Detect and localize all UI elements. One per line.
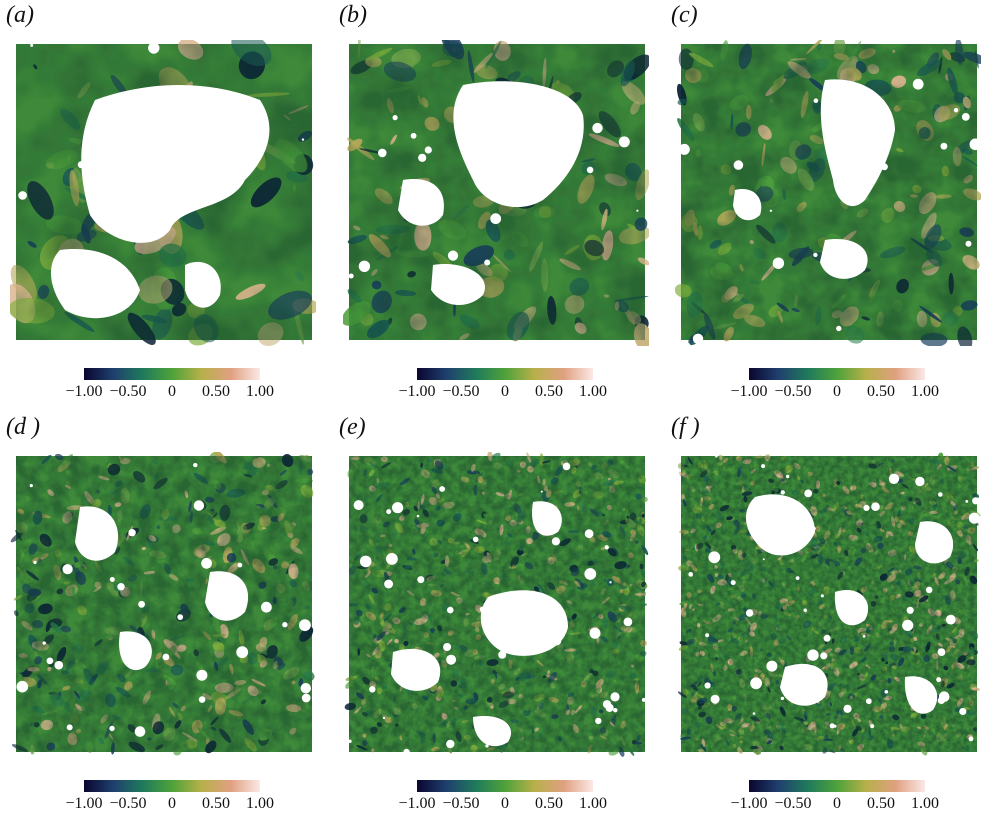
panel-label: (d ) [6,414,40,440]
isosurface-image [343,40,649,346]
colorbar-ticks: −1.00 −0.50 0 0.50 1.00 [398,795,607,813]
colorbar-tick-label: 1.00 [911,383,939,400]
colorbar-tick-label: 0 [168,383,176,400]
panel-label: (f ) [671,414,700,440]
isosurface-image [675,40,981,346]
panel-label: (e) [339,414,366,440]
colorbar-tick-label: 0 [833,795,841,812]
isosurface-image [10,452,315,756]
colorbar-tick-label: −1.00 [398,795,436,812]
colorbar-tick-label: −1.00 [65,795,103,812]
colorbar-tick-label: 1.00 [579,383,607,400]
isosurface-image [677,452,981,756]
colorbar [749,780,925,792]
colorbar-tick-label: 0 [168,795,176,812]
colorbar-tick-label: 1.00 [246,383,274,400]
colorbar-tick-label: 0 [501,383,509,400]
colorbar-tick-label: −0.50 [774,795,812,812]
panel-label: (a) [6,2,34,28]
colorbar-tick-label: −0.50 [442,383,480,400]
colorbar-tick-label: −0.50 [109,795,147,812]
panel-e: (e) −1.00 −0.50 0 0.50 1.00 [333,412,663,812]
colorbar-tick-label: 0 [501,795,509,812]
colorbar-tick-label: −0.50 [774,383,812,400]
colorbar-tick-label: 0.50 [535,383,563,400]
isosurface-image [10,40,316,346]
colorbar-tick-label: 0.50 [202,795,230,812]
colorbar-tick-label: 1.00 [911,795,939,812]
colorbar-tick-label: −0.50 [109,383,147,400]
colorbar-ticks: −1.00 −0.50 0 0.50 1.00 [65,795,274,813]
colorbar [84,368,260,380]
colorbar-ticks: −1.00 −0.50 0 0.50 1.00 [730,383,939,401]
colorbar-tick-label: −0.50 [442,795,480,812]
colorbar-tick-label: −1.00 [730,795,768,812]
colorbar-tick-label: 0.50 [202,383,230,400]
panel-f: (f ) −1.00 −0.50 0 0.50 1.00 [665,412,983,812]
colorbar-tick-label: 0 [833,383,841,400]
colorbar [417,780,593,792]
panel-b: (b) −1.00 −0.50 0 0.50 1.00 [333,0,663,400]
panel-c: (c) −1.00 −0.50 0 0.50 1.00 [665,0,983,400]
panel-d: (d ) −1.00 −0.50 0 0.50 1.00 [0,412,330,812]
colorbar-ticks: −1.00 −0.50 0 0.50 1.00 [730,795,939,813]
colorbar [84,780,260,792]
panel-a: (a) −1.00 −0.50 0 0.50 1.00 [0,0,330,400]
panel-label: (b) [339,2,367,28]
colorbar-tick-label: −1.00 [730,383,768,400]
colorbar-tick-label: −1.00 [65,383,103,400]
colorbar-tick-label: 1.00 [246,795,274,812]
colorbar-tick-label: −1.00 [398,383,436,400]
colorbar-ticks: −1.00 −0.50 0 0.50 1.00 [65,383,274,401]
colorbar [749,368,925,380]
colorbar-tick-label: 0.50 [535,795,563,812]
colorbar [417,368,593,380]
colorbar-ticks: −1.00 −0.50 0 0.50 1.00 [398,383,607,401]
colorbar-tick-label: 0.50 [867,383,895,400]
colorbar-tick-label: 0.50 [867,795,895,812]
panel-label: (c) [671,2,698,28]
colorbar-tick-label: 1.00 [579,795,607,812]
isosurface-image [344,452,649,757]
